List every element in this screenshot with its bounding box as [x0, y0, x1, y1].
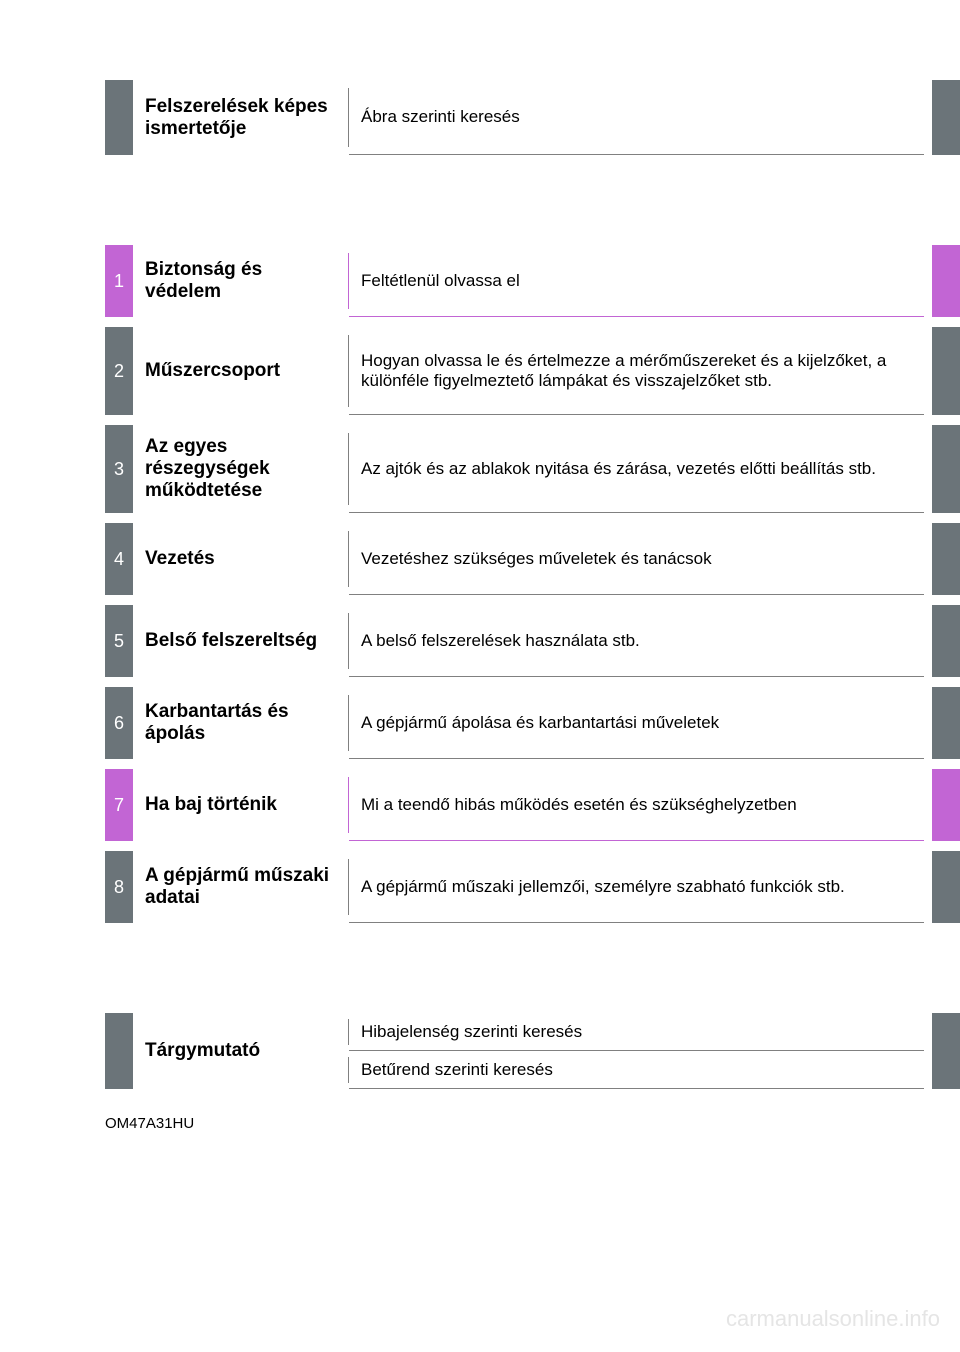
chapter-right-marker-4 [932, 523, 960, 595]
chapter-desc-2: Hogyan olvassa le és értelmezze a mérőmű… [349, 327, 924, 415]
chapter-number-8: 8 [105, 851, 133, 923]
intro-left-marker [105, 80, 133, 155]
chapter-right-marker-5 [932, 605, 960, 677]
chapter-title-8: A gépjármű műszaki adatai [133, 851, 348, 923]
chapter-row-1: 1 Biztonság és védelem Feltétlenül olvas… [0, 245, 960, 317]
section-gap [0, 155, 960, 245]
page-content: Felszerelések képes ismertetője Ábra sze… [0, 0, 960, 1089]
chapter-row-4: 4 Vezetés Vezetéshez szükséges műveletek… [0, 523, 960, 595]
chapter-title-5: Belső felszereltség [133, 605, 348, 677]
index-left-marker [105, 1013, 133, 1089]
intro-row: Felszerelések képes ismertetője Ábra sze… [0, 80, 960, 155]
chapter-row-7: 7 Ha baj történik Mi a teendő hibás műkö… [0, 769, 960, 841]
chapter-number-3: 3 [105, 425, 133, 513]
index-row: Tárgymutató Hibajelenség szerinti keresé… [0, 1013, 960, 1089]
chapter-right-marker-2 [932, 327, 960, 415]
chapter-number-2: 2 [105, 327, 133, 415]
watermark: carmanualsonline.info [726, 1306, 940, 1332]
index-desc-1: Hibajelenség szerinti keresés [349, 1013, 924, 1051]
chapter-title-1: Biztonság és védelem [133, 245, 348, 317]
chapter-desc-3: Az ajtók és az ablakok nyitása és zárása… [349, 425, 924, 513]
chapter-desc-4: Vezetéshez szükséges műveletek és tanács… [349, 523, 924, 595]
chapter-title-6: Karbantartás és ápolás [133, 687, 348, 759]
footer-code: OM47A31HU [105, 1115, 194, 1132]
index-title: Tárgymutató [133, 1013, 348, 1089]
intro-desc: Ábra szerinti keresés [349, 80, 924, 155]
chapter-row-2: 2 Műszercsoport Hogyan olvassa le és ért… [0, 327, 960, 415]
chapter-number-1: 1 [105, 245, 133, 317]
chapter-desc-8: A gépjármű műszaki jellemzői, személyre … [349, 851, 924, 923]
chapter-number-4: 4 [105, 523, 133, 595]
chapter-row-6: 6 Karbantartás és ápolás A gépjármű ápol… [0, 687, 960, 759]
index-section: Tárgymutató Hibajelenség szerinti keresé… [0, 1013, 960, 1089]
chapter-right-marker-7 [932, 769, 960, 841]
chapter-number-5: 5 [105, 605, 133, 677]
intro-title: Felszerelések képes ismertetője [133, 80, 348, 155]
chapter-desc-6: A gépjármű ápolása és karbantartási műve… [349, 687, 924, 759]
chapter-right-marker-3 [932, 425, 960, 513]
intro-right-marker [932, 80, 960, 155]
index-right-marker-2 [932, 1051, 960, 1089]
chapter-right-marker-1 [932, 245, 960, 317]
chapter-right-marker-8 [932, 851, 960, 923]
chapter-row-8: 8 A gépjármű műszaki adatai A gépjármű m… [0, 851, 960, 923]
chapter-title-3: Az egyes részegységek működtetése [133, 425, 348, 513]
index-right-container: Hibajelenség szerinti keresés Betűrend s… [348, 1013, 960, 1089]
index-right-marker-1 [932, 1013, 960, 1051]
chapter-row-3: 3 Az egyes részegységek működtetése Az a… [0, 425, 960, 513]
chapter-number-7: 7 [105, 769, 133, 841]
chapter-title-2: Műszercsoport [133, 327, 348, 415]
index-desc-2: Betűrend szerinti keresés [349, 1051, 924, 1089]
index-item-2: Betűrend szerinti keresés [348, 1051, 960, 1089]
chapter-desc-1: Feltétlenül olvassa el [349, 245, 924, 317]
chapter-desc-7: Mi a teendő hibás működés esetén és szük… [349, 769, 924, 841]
chapter-title-7: Ha baj történik [133, 769, 348, 841]
chapter-desc-5: A belső felszerelések használata stb. [349, 605, 924, 677]
chapter-number-6: 6 [105, 687, 133, 759]
chapter-row-5: 5 Belső felszereltség A belső felszerelé… [0, 605, 960, 677]
index-item-1: Hibajelenség szerinti keresés [348, 1013, 960, 1051]
chapter-right-marker-6 [932, 687, 960, 759]
chapter-title-4: Vezetés [133, 523, 348, 595]
